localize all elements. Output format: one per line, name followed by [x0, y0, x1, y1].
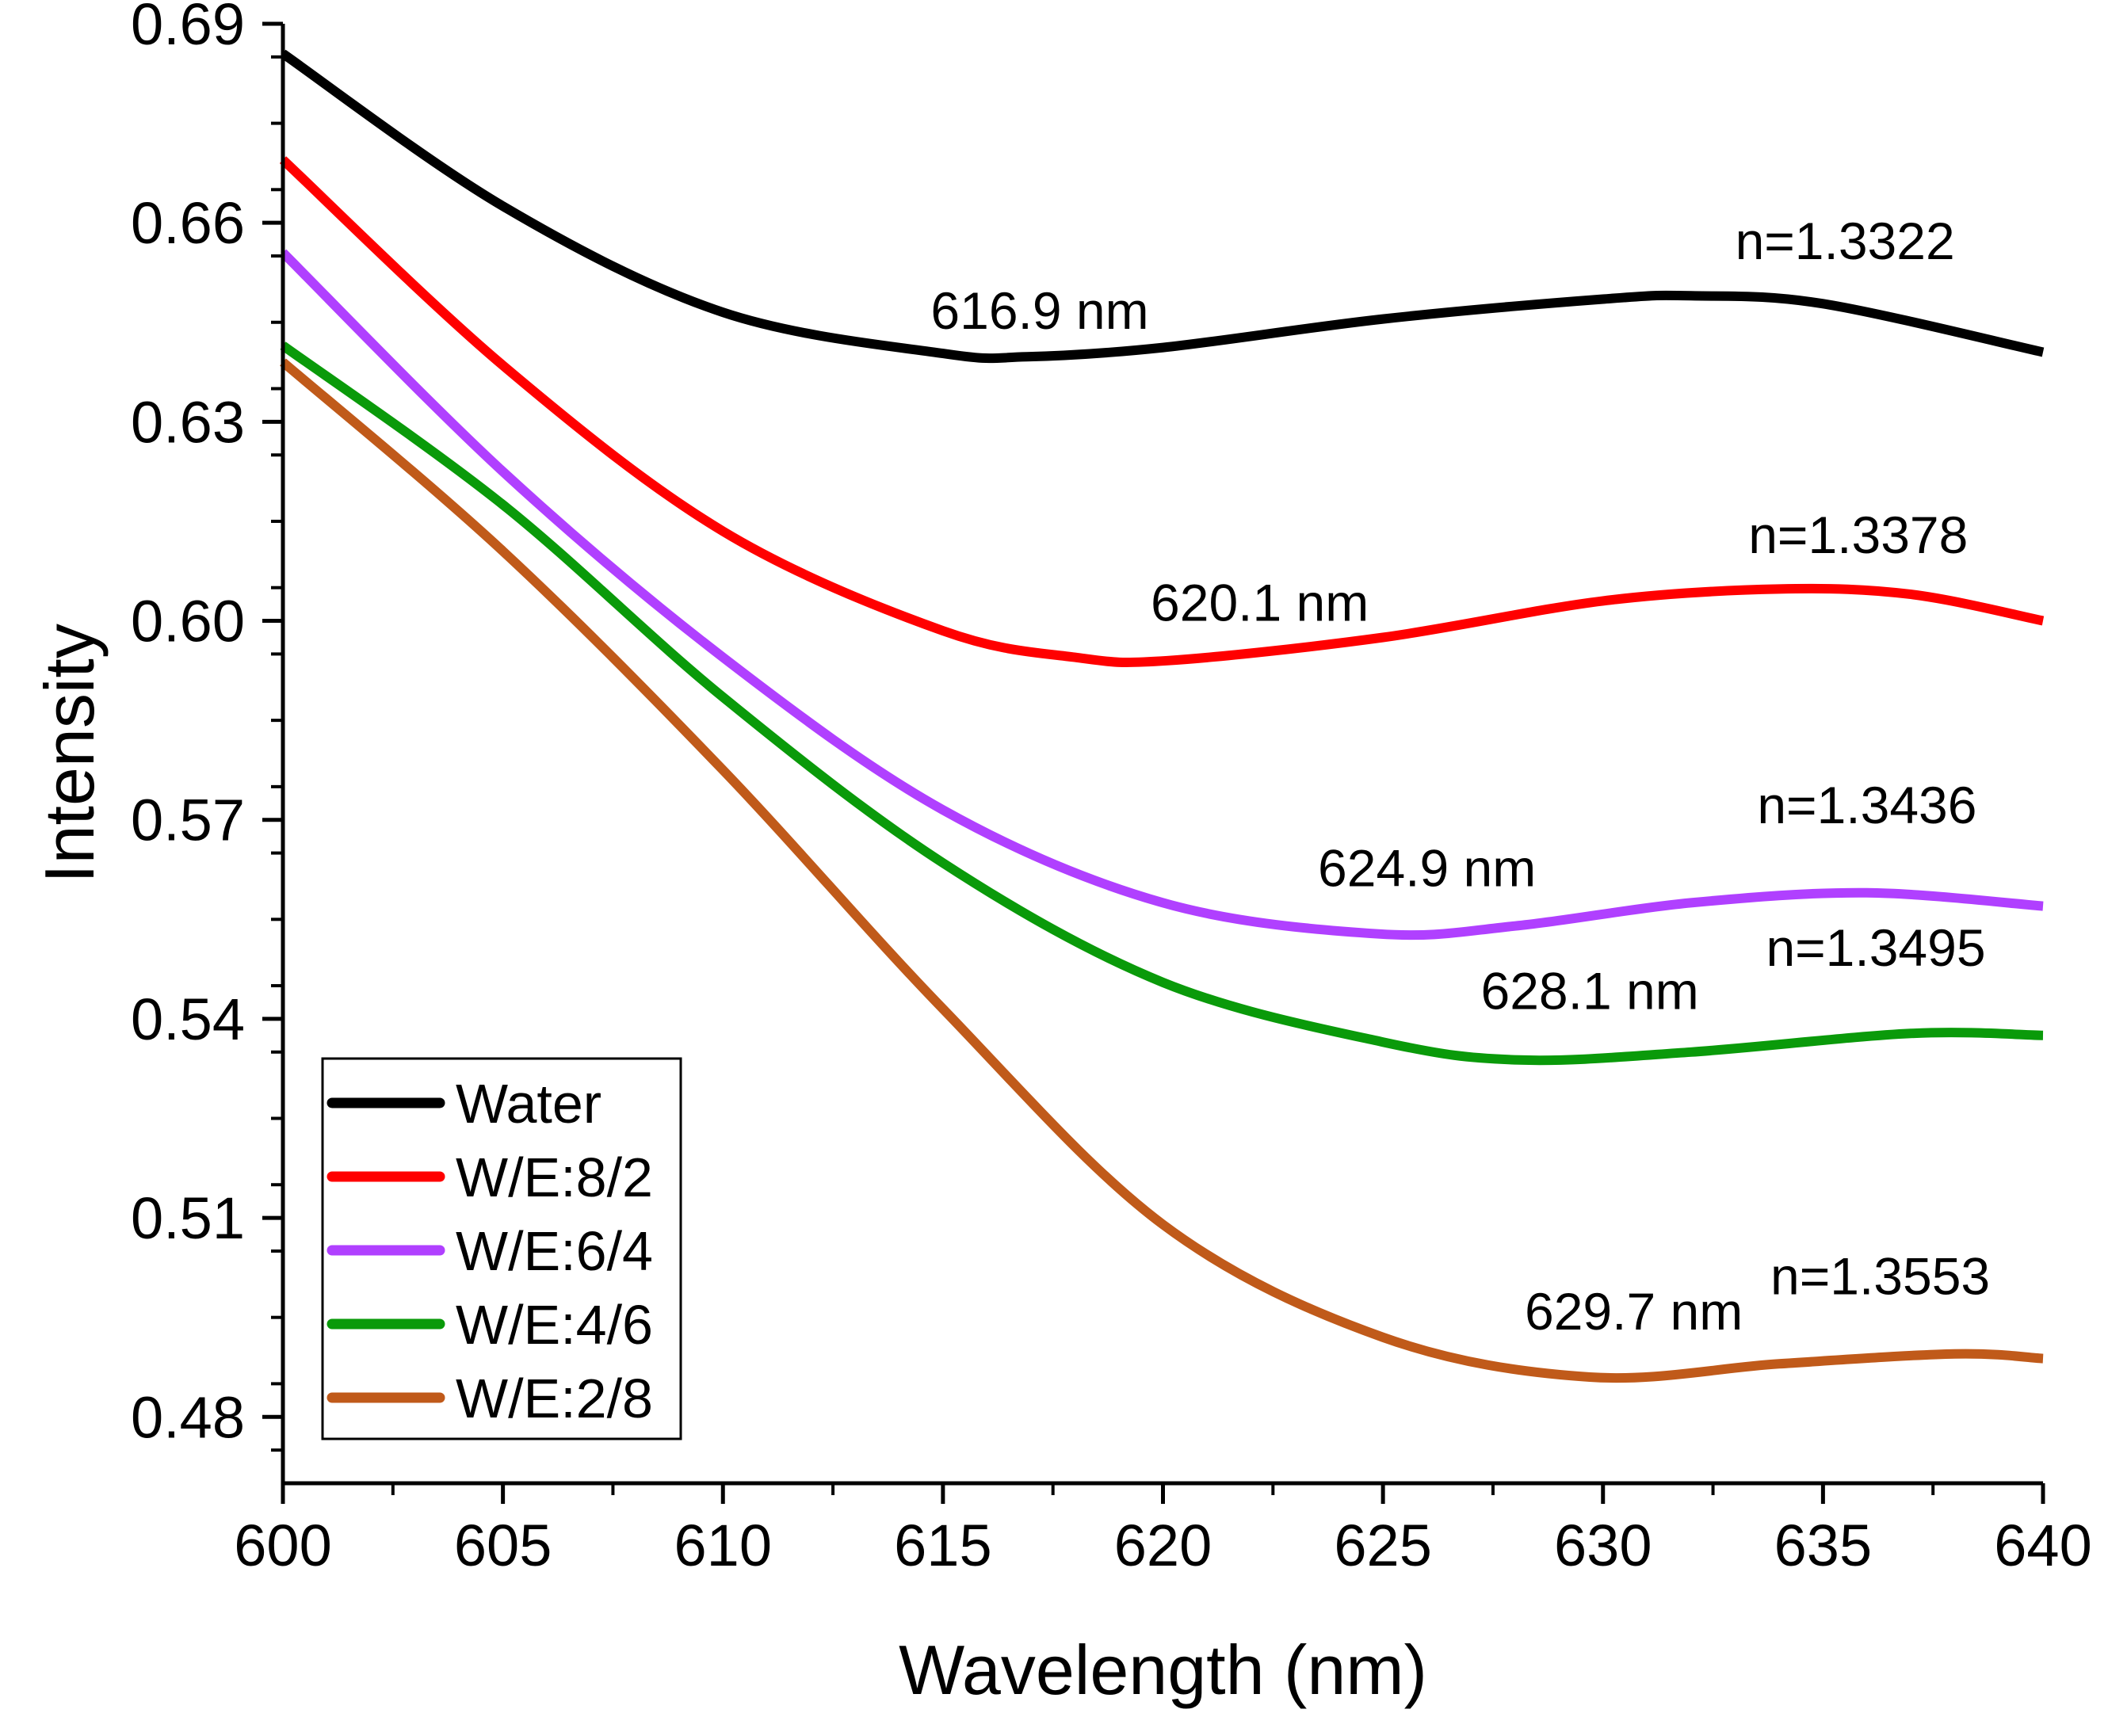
- x-tick-label: 625: [1334, 1513, 1431, 1578]
- x-tick-label: 610: [674, 1513, 772, 1578]
- annotation-label: n=1.3322: [1736, 212, 1955, 270]
- x-tick-label: 620: [1114, 1513, 1212, 1578]
- x-tick-label: 630: [1554, 1513, 1652, 1578]
- x-tick-label: 635: [1774, 1513, 1872, 1578]
- y-tick-label: 0.51: [131, 1185, 245, 1251]
- x-tick-label: 605: [454, 1513, 552, 1578]
- y-tick-label: 0.63: [131, 389, 245, 455]
- y-tick-label: 0.48: [131, 1384, 245, 1450]
- y-tick-label: 0.60: [131, 589, 245, 654]
- ticks: 600 605 610 615 620 625 630 635 640 0.48 0.51 0.54 0…: [131, 0, 2092, 1578]
- y-tick-label: 0.69: [131, 0, 245, 57]
- series-lines: [279, 49, 2045, 1383]
- legend-label: W/E:6/4: [456, 1220, 653, 1282]
- legend-label: W/E:4/6: [456, 1294, 653, 1356]
- series-line-4: [280, 358, 2044, 1383]
- x-axis-title: Wavelength (nm): [899, 1631, 1427, 1709]
- annotation-label: 620.1 nm: [1151, 574, 1369, 632]
- annotation-label: 628.1 nm: [1480, 961, 1698, 1020]
- legend-label: W/E:2/8: [456, 1368, 653, 1429]
- series-line-0: [280, 49, 2045, 364]
- annotations: 616.9 nm n=1.3322 620.1 nm n=1.3378 624.9 nm…: [930, 212, 1990, 1341]
- annotation-label: 624.9 nm: [1318, 838, 1536, 897]
- annotation-label: 629.7 nm: [1525, 1282, 1743, 1341]
- annotation-label: n=1.3553: [1770, 1246, 1990, 1305]
- x-tick-label: 615: [894, 1513, 991, 1578]
- series-line-1: [279, 156, 2045, 667]
- annotation-label: n=1.3436: [1757, 776, 1976, 834]
- x-tick-label: 600: [234, 1513, 331, 1578]
- x-tick-label: 640: [1994, 1513, 2091, 1578]
- y-axis-title: Intensity: [30, 624, 109, 883]
- annotation-label: n=1.3495: [1766, 918, 1985, 977]
- legend-label: Water: [456, 1073, 601, 1135]
- legend: Water W/E:8/2 W/E:6/4 W/E:4/6 W/E:2/8: [321, 1057, 682, 1440]
- y-tick-label: 0.54: [131, 986, 245, 1052]
- annotation-label: n=1.3378: [1748, 506, 1968, 564]
- series-line-3: [280, 341, 2044, 1066]
- y-tick-label: 0.57: [131, 788, 245, 853]
- legend-label: W/E:8/2: [456, 1147, 653, 1208]
- y-tick-label: 0.66: [131, 190, 245, 256]
- series-line-2: [279, 249, 2044, 940]
- annotation-label: 616.9 nm: [930, 281, 1148, 340]
